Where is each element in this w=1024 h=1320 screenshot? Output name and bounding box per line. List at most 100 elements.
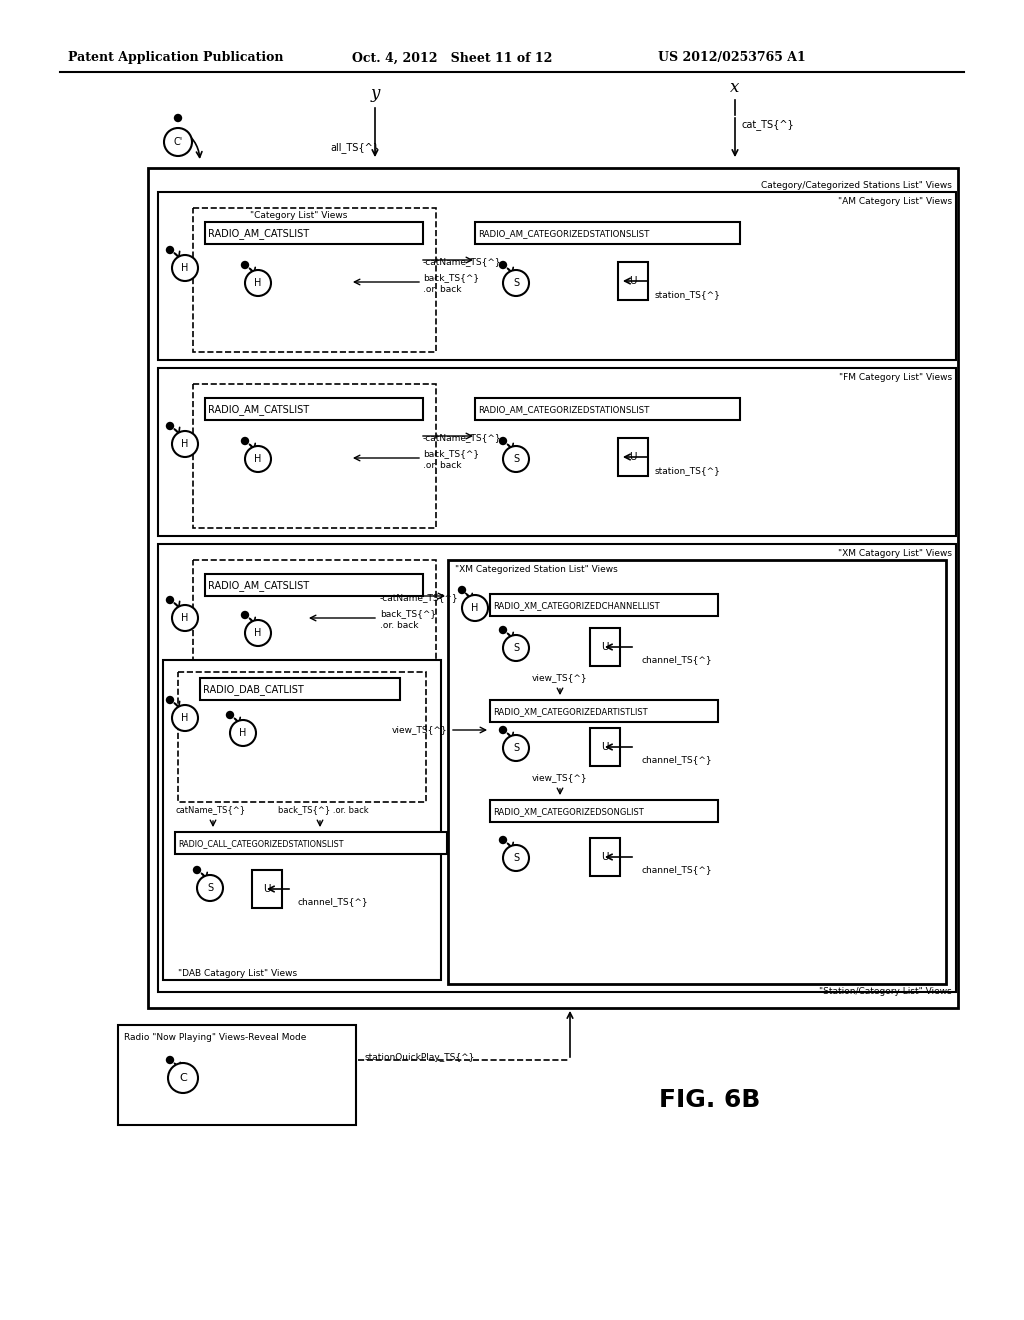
Text: -catName_TS{^}: -catName_TS{^} <box>423 257 502 267</box>
Text: C: C <box>179 1073 186 1082</box>
Text: S: S <box>513 643 519 653</box>
Text: RADIO_AM_CATSLIST: RADIO_AM_CATSLIST <box>208 228 309 239</box>
Bar <box>163 660 441 979</box>
Bar <box>178 672 426 803</box>
Circle shape <box>500 437 507 445</box>
Bar <box>449 560 946 983</box>
Text: "FM Category List" Views: "FM Category List" Views <box>839 374 952 383</box>
Circle shape <box>242 437 249 445</box>
Text: "Category List" Views: "Category List" Views <box>250 211 347 220</box>
Text: U: U <box>601 851 608 862</box>
Text: H: H <box>181 612 188 623</box>
Text: U: U <box>601 642 608 652</box>
Text: H: H <box>181 440 188 449</box>
Text: S: S <box>513 279 519 288</box>
Circle shape <box>500 726 507 734</box>
Text: U: U <box>630 276 637 286</box>
Text: -catName_TS{^}: -catName_TS{^} <box>380 594 459 602</box>
Bar <box>490 594 718 616</box>
Text: "Station/Category List" Views: "Station/Category List" Views <box>819 987 952 997</box>
Text: all_TS{^}: all_TS{^} <box>330 143 379 153</box>
Text: RADIO_AM_CATEGORIZEDSTATIONSLIST: RADIO_AM_CATEGORIZEDSTATIONSLIST <box>478 405 649 414</box>
Text: channel_TS{^}: channel_TS{^} <box>298 898 369 907</box>
Circle shape <box>194 866 201 874</box>
Circle shape <box>167 697 173 704</box>
Circle shape <box>174 115 181 121</box>
Text: H: H <box>181 713 188 723</box>
Bar <box>475 222 740 244</box>
Text: back_TS{^} .or. back: back_TS{^} .or. back <box>278 805 369 814</box>
Text: RADIO_AM_CATSLIST: RADIO_AM_CATSLIST <box>208 404 309 416</box>
Text: back_TS{^}: back_TS{^} <box>423 273 479 282</box>
Bar <box>200 678 400 700</box>
Text: Oct. 4, 2012   Sheet 11 of 12: Oct. 4, 2012 Sheet 11 of 12 <box>352 51 552 65</box>
Bar <box>205 222 423 244</box>
Circle shape <box>503 635 529 661</box>
Circle shape <box>500 837 507 843</box>
Text: RADIO_CALL_CATEGORIZEDSTATIONSLIST: RADIO_CALL_CATEGORIZEDSTATIONSLIST <box>178 840 343 849</box>
Text: cat_TS{^}: cat_TS{^} <box>742 120 795 131</box>
Bar <box>490 800 718 822</box>
Text: "AM Category List" Views: "AM Category List" Views <box>838 198 952 206</box>
Bar <box>193 560 436 704</box>
Text: station_TS{^}: station_TS{^} <box>655 466 721 475</box>
Text: RADIO_XM_CATEGORIZEDSONGLIST: RADIO_XM_CATEGORIZEDSONGLIST <box>493 808 644 817</box>
Circle shape <box>168 1063 198 1093</box>
Text: channel_TS{^}: channel_TS{^} <box>642 866 713 874</box>
Text: RADIO_AM_CATEGORIZEDSTATIONSLIST: RADIO_AM_CATEGORIZEDSTATIONSLIST <box>478 230 649 239</box>
Text: FIG. 6B: FIG. 6B <box>659 1088 761 1111</box>
Text: "XM Catagory List" Views: "XM Catagory List" Views <box>838 549 952 558</box>
Circle shape <box>242 611 249 619</box>
Text: US 2012/0253765 A1: US 2012/0253765 A1 <box>658 51 806 65</box>
Text: H: H <box>254 628 262 638</box>
Text: "XM Categorized Station List" Views: "XM Categorized Station List" Views <box>455 565 617 574</box>
Text: .or. back: .or. back <box>423 462 462 470</box>
Text: H: H <box>240 729 247 738</box>
Bar <box>193 209 436 352</box>
Text: RADIO_XM_CATEGORIZEDARTISTLIST: RADIO_XM_CATEGORIZEDARTISTLIST <box>493 708 647 717</box>
Text: S: S <box>513 853 519 863</box>
Circle shape <box>167 1056 173 1064</box>
Circle shape <box>503 271 529 296</box>
Text: .or. back: .or. back <box>423 285 462 294</box>
Circle shape <box>500 261 507 268</box>
Text: y: y <box>371 84 380 102</box>
Circle shape <box>503 735 529 762</box>
Text: U: U <box>630 451 637 462</box>
Circle shape <box>167 597 173 603</box>
Text: back_TS{^}: back_TS{^} <box>423 450 479 458</box>
Text: .or. back: .or. back <box>380 622 419 631</box>
Text: view_TS{^}: view_TS{^} <box>391 726 447 734</box>
Text: -catName_TS{^}: -catName_TS{^} <box>423 433 502 442</box>
Text: H: H <box>181 263 188 273</box>
Text: view_TS{^}: view_TS{^} <box>532 774 588 783</box>
Text: back_TS{^}: back_TS{^} <box>380 610 436 619</box>
Text: stationQuickPlay_TS{^}: stationQuickPlay_TS{^} <box>365 1053 475 1063</box>
Text: channel_TS{^}: channel_TS{^} <box>642 656 713 664</box>
Text: H: H <box>471 603 478 612</box>
Text: C': C' <box>173 137 182 147</box>
Circle shape <box>167 247 173 253</box>
Circle shape <box>503 845 529 871</box>
Text: U: U <box>263 884 270 894</box>
Text: H: H <box>254 454 262 465</box>
Bar <box>590 628 620 667</box>
Circle shape <box>197 875 223 902</box>
Circle shape <box>230 719 256 746</box>
Circle shape <box>172 605 198 631</box>
Bar <box>158 191 956 360</box>
Bar <box>118 1026 356 1125</box>
Circle shape <box>245 271 271 296</box>
Text: U: U <box>601 742 608 752</box>
Circle shape <box>226 711 233 718</box>
Bar <box>158 544 956 993</box>
Text: RADIO_AM_CATSLIST: RADIO_AM_CATSLIST <box>208 581 309 591</box>
Bar <box>590 729 620 766</box>
Bar <box>193 384 436 528</box>
Circle shape <box>172 705 198 731</box>
Text: Patent Application Publication: Patent Application Publication <box>68 51 284 65</box>
Text: S: S <box>207 883 213 894</box>
Text: RADIO_XM_CATEGORIZEDCHANNELLIST: RADIO_XM_CATEGORIZEDCHANNELLIST <box>493 602 659 610</box>
Text: channel_TS{^}: channel_TS{^} <box>642 755 713 764</box>
Text: Category/Categorized Stations List" Views: Category/Categorized Stations List" View… <box>761 181 952 190</box>
